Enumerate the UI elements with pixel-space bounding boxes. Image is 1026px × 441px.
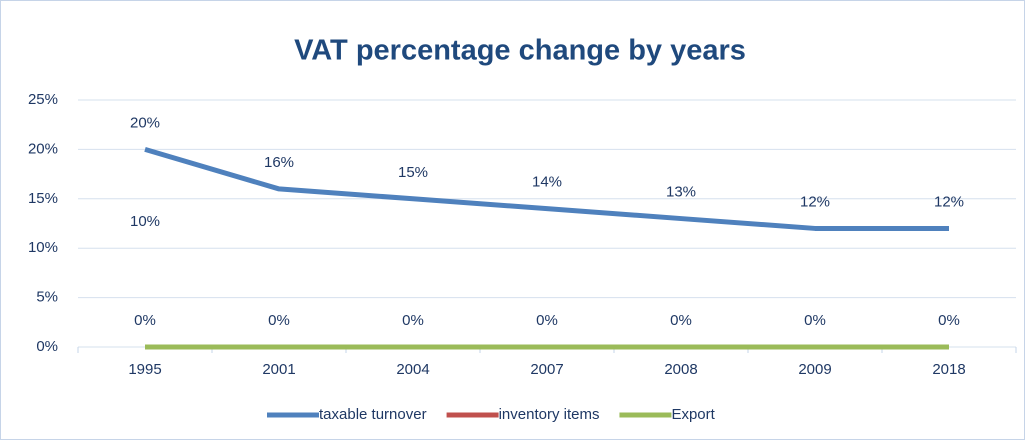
series-line	[144, 147, 949, 231]
y-tick-label: 0%	[36, 338, 58, 355]
data-label: 0%	[134, 312, 156, 329]
x-tick-label: 2018	[932, 361, 965, 378]
data-label: 0%	[536, 312, 558, 329]
y-tick-label: 15%	[28, 190, 58, 207]
data-label: 0%	[670, 312, 692, 329]
x-tick-label: 1995	[128, 361, 161, 378]
data-label: 0%	[402, 312, 424, 329]
data-label: 0%	[804, 312, 826, 329]
data-label: 12%	[934, 193, 964, 210]
data-label: 0%	[268, 312, 290, 329]
x-tick-label: 2008	[664, 361, 697, 378]
data-label: 10%	[130, 213, 160, 230]
chart-title: VAT percentage change by years	[294, 35, 746, 67]
x-tick-label: 2009	[798, 361, 831, 378]
y-tick-label: 25%	[28, 91, 58, 108]
legend-label: Export	[671, 406, 715, 423]
y-tick-label: 10%	[28, 239, 58, 256]
data-label: 15%	[398, 164, 428, 181]
data-label: 13%	[666, 184, 696, 201]
y-tick-label: 20%	[28, 140, 58, 157]
x-tick-label: 2004	[396, 361, 429, 378]
data-label: 0%	[938, 312, 960, 329]
data-label: 16%	[264, 154, 294, 171]
data-label: 14%	[532, 174, 562, 191]
x-tick-label: 2007	[530, 361, 563, 378]
x-tick-label: 2001	[262, 361, 295, 378]
data-label: 12%	[800, 193, 830, 210]
legend-label: taxable turnover	[319, 406, 427, 423]
legend-label: inventory items	[499, 406, 600, 423]
data-label: 20%	[130, 114, 160, 131]
y-tick-label: 5%	[36, 289, 58, 306]
